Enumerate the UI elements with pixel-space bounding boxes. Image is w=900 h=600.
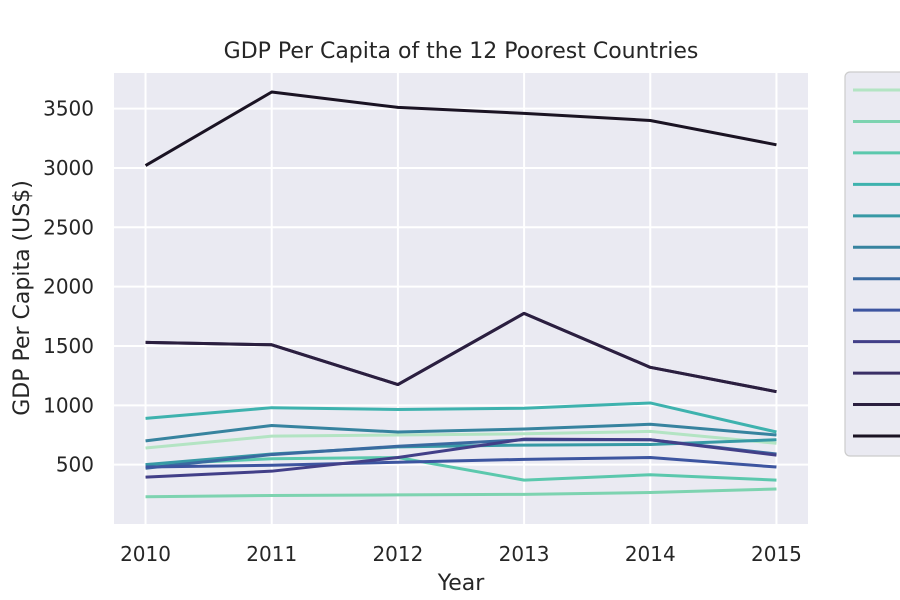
y-tick-label: 3000 — [43, 156, 94, 180]
series-line-3 — [145, 456, 777, 482]
series-line-4 — [145, 401, 777, 434]
x-tick-label: 2015 — [751, 542, 802, 566]
x-tick-label: 2013 — [499, 542, 550, 566]
legend-items — [853, 88, 900, 438]
series-line-1 — [145, 429, 777, 450]
series-line-6 — [145, 422, 777, 443]
series-line-8 — [145, 456, 777, 469]
series-line-2 — [145, 487, 777, 499]
y-tick-label: 1500 — [43, 334, 94, 358]
x-tick-labels: 2010 2011 2012 2013 2014 2015 — [120, 542, 802, 566]
legend-box — [844, 71, 900, 457]
legend — [844, 71, 900, 457]
y-tick-label: 2500 — [43, 215, 94, 239]
x-tick-label: 2010 — [120, 542, 171, 566]
series-line-11 — [145, 311, 777, 394]
y-tick-label: 1000 — [43, 393, 94, 417]
x-tick-label: 2012 — [372, 542, 423, 566]
x-tick-label: 2011 — [246, 542, 297, 566]
y-tick-labels: 500 1000 1500 2000 2500 3000 3500 — [43, 97, 94, 477]
series-line-12 — [144, 90, 777, 167]
plot-area — [114, 73, 808, 524]
y-axis-title: GDP Per Capita (US$) — [10, 180, 35, 416]
series-lines — [144, 90, 777, 499]
x-tick-label: 2014 — [625, 542, 676, 566]
y-tick-label: 500 — [56, 453, 94, 477]
y-tick-label: 3500 — [43, 97, 94, 121]
gridlines — [114, 73, 808, 524]
series-line-9 — [145, 437, 777, 479]
chart-title: GDP Per Capita of the 12 Poorest Countri… — [224, 39, 699, 64]
y-tick-label: 2000 — [43, 275, 94, 299]
x-axis-title: Year — [437, 571, 486, 596]
